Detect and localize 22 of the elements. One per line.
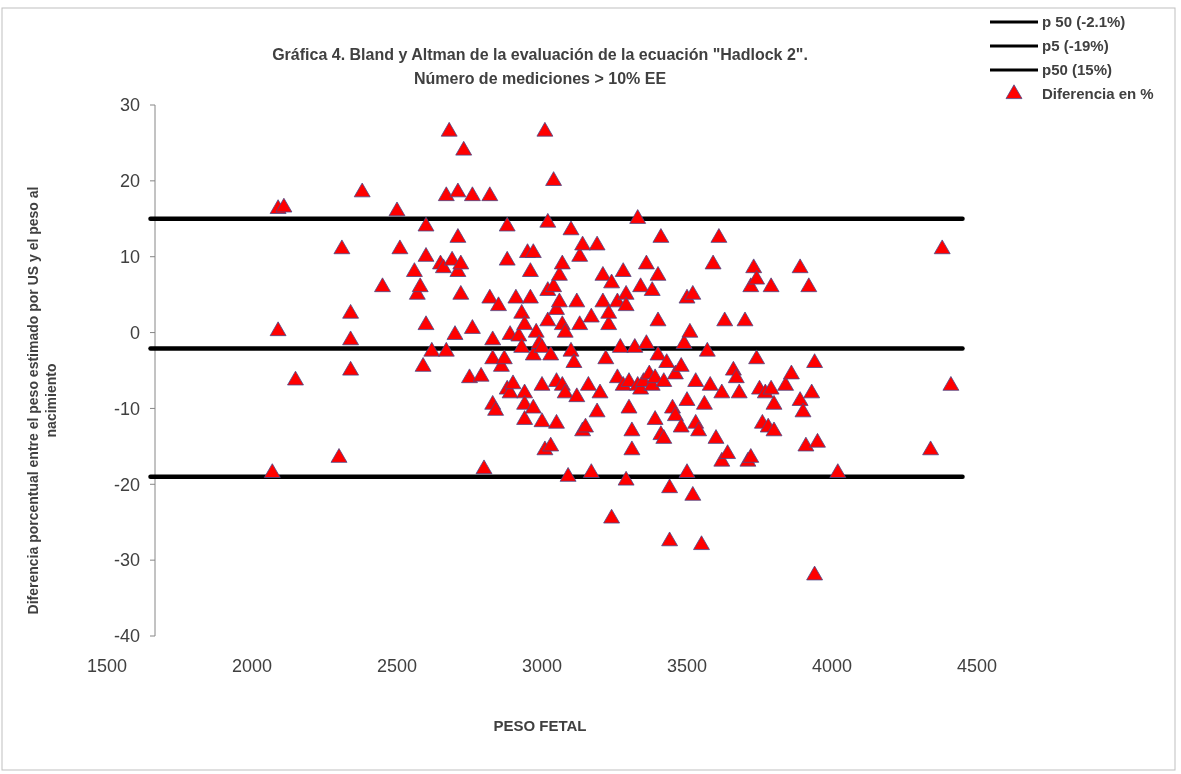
- legend-label: Diferencia en %: [1042, 85, 1154, 103]
- y-tick-label: -30: [113, 550, 140, 571]
- chart-title: Gráfica 4. Bland y Altman de la evaluación de la ecuación "Hadlock 2". Número de mediciones > 10% EE: [272, 46, 808, 87]
- y-tick-label: -20: [113, 474, 140, 495]
- x-tick-label: 2000: [231, 656, 273, 676]
- x-tick-label: 1500: [86, 656, 128, 676]
- y-tick-label: 20: [119, 171, 140, 192]
- x-tick-label: 4500: [956, 656, 998, 676]
- x-tick-label: 3500: [666, 656, 708, 676]
- legend-label: p 50 (-2.1%): [1042, 13, 1126, 31]
- x-tick-label: 2500: [376, 656, 418, 676]
- x-axis-title: PESO FETAL: [493, 717, 587, 734]
- y-axis-title: Diferencia porcentual entre el peso estimado por US y el peso al nacimiento: [25, 186, 59, 615]
- y-tick-label: 30: [119, 95, 140, 116]
- y-tick-label: 10: [119, 247, 140, 268]
- legend-label: p5 (-19%): [1042, 37, 1109, 55]
- y-tick-label: 0: [129, 322, 140, 343]
- y-tick-label: -40: [113, 626, 140, 647]
- x-tick-label: 3000: [521, 656, 563, 676]
- x-tick-label: 4000: [811, 656, 853, 676]
- y-tick-label: -10: [113, 398, 140, 419]
- legend-label: p50 (15%): [1042, 61, 1113, 79]
